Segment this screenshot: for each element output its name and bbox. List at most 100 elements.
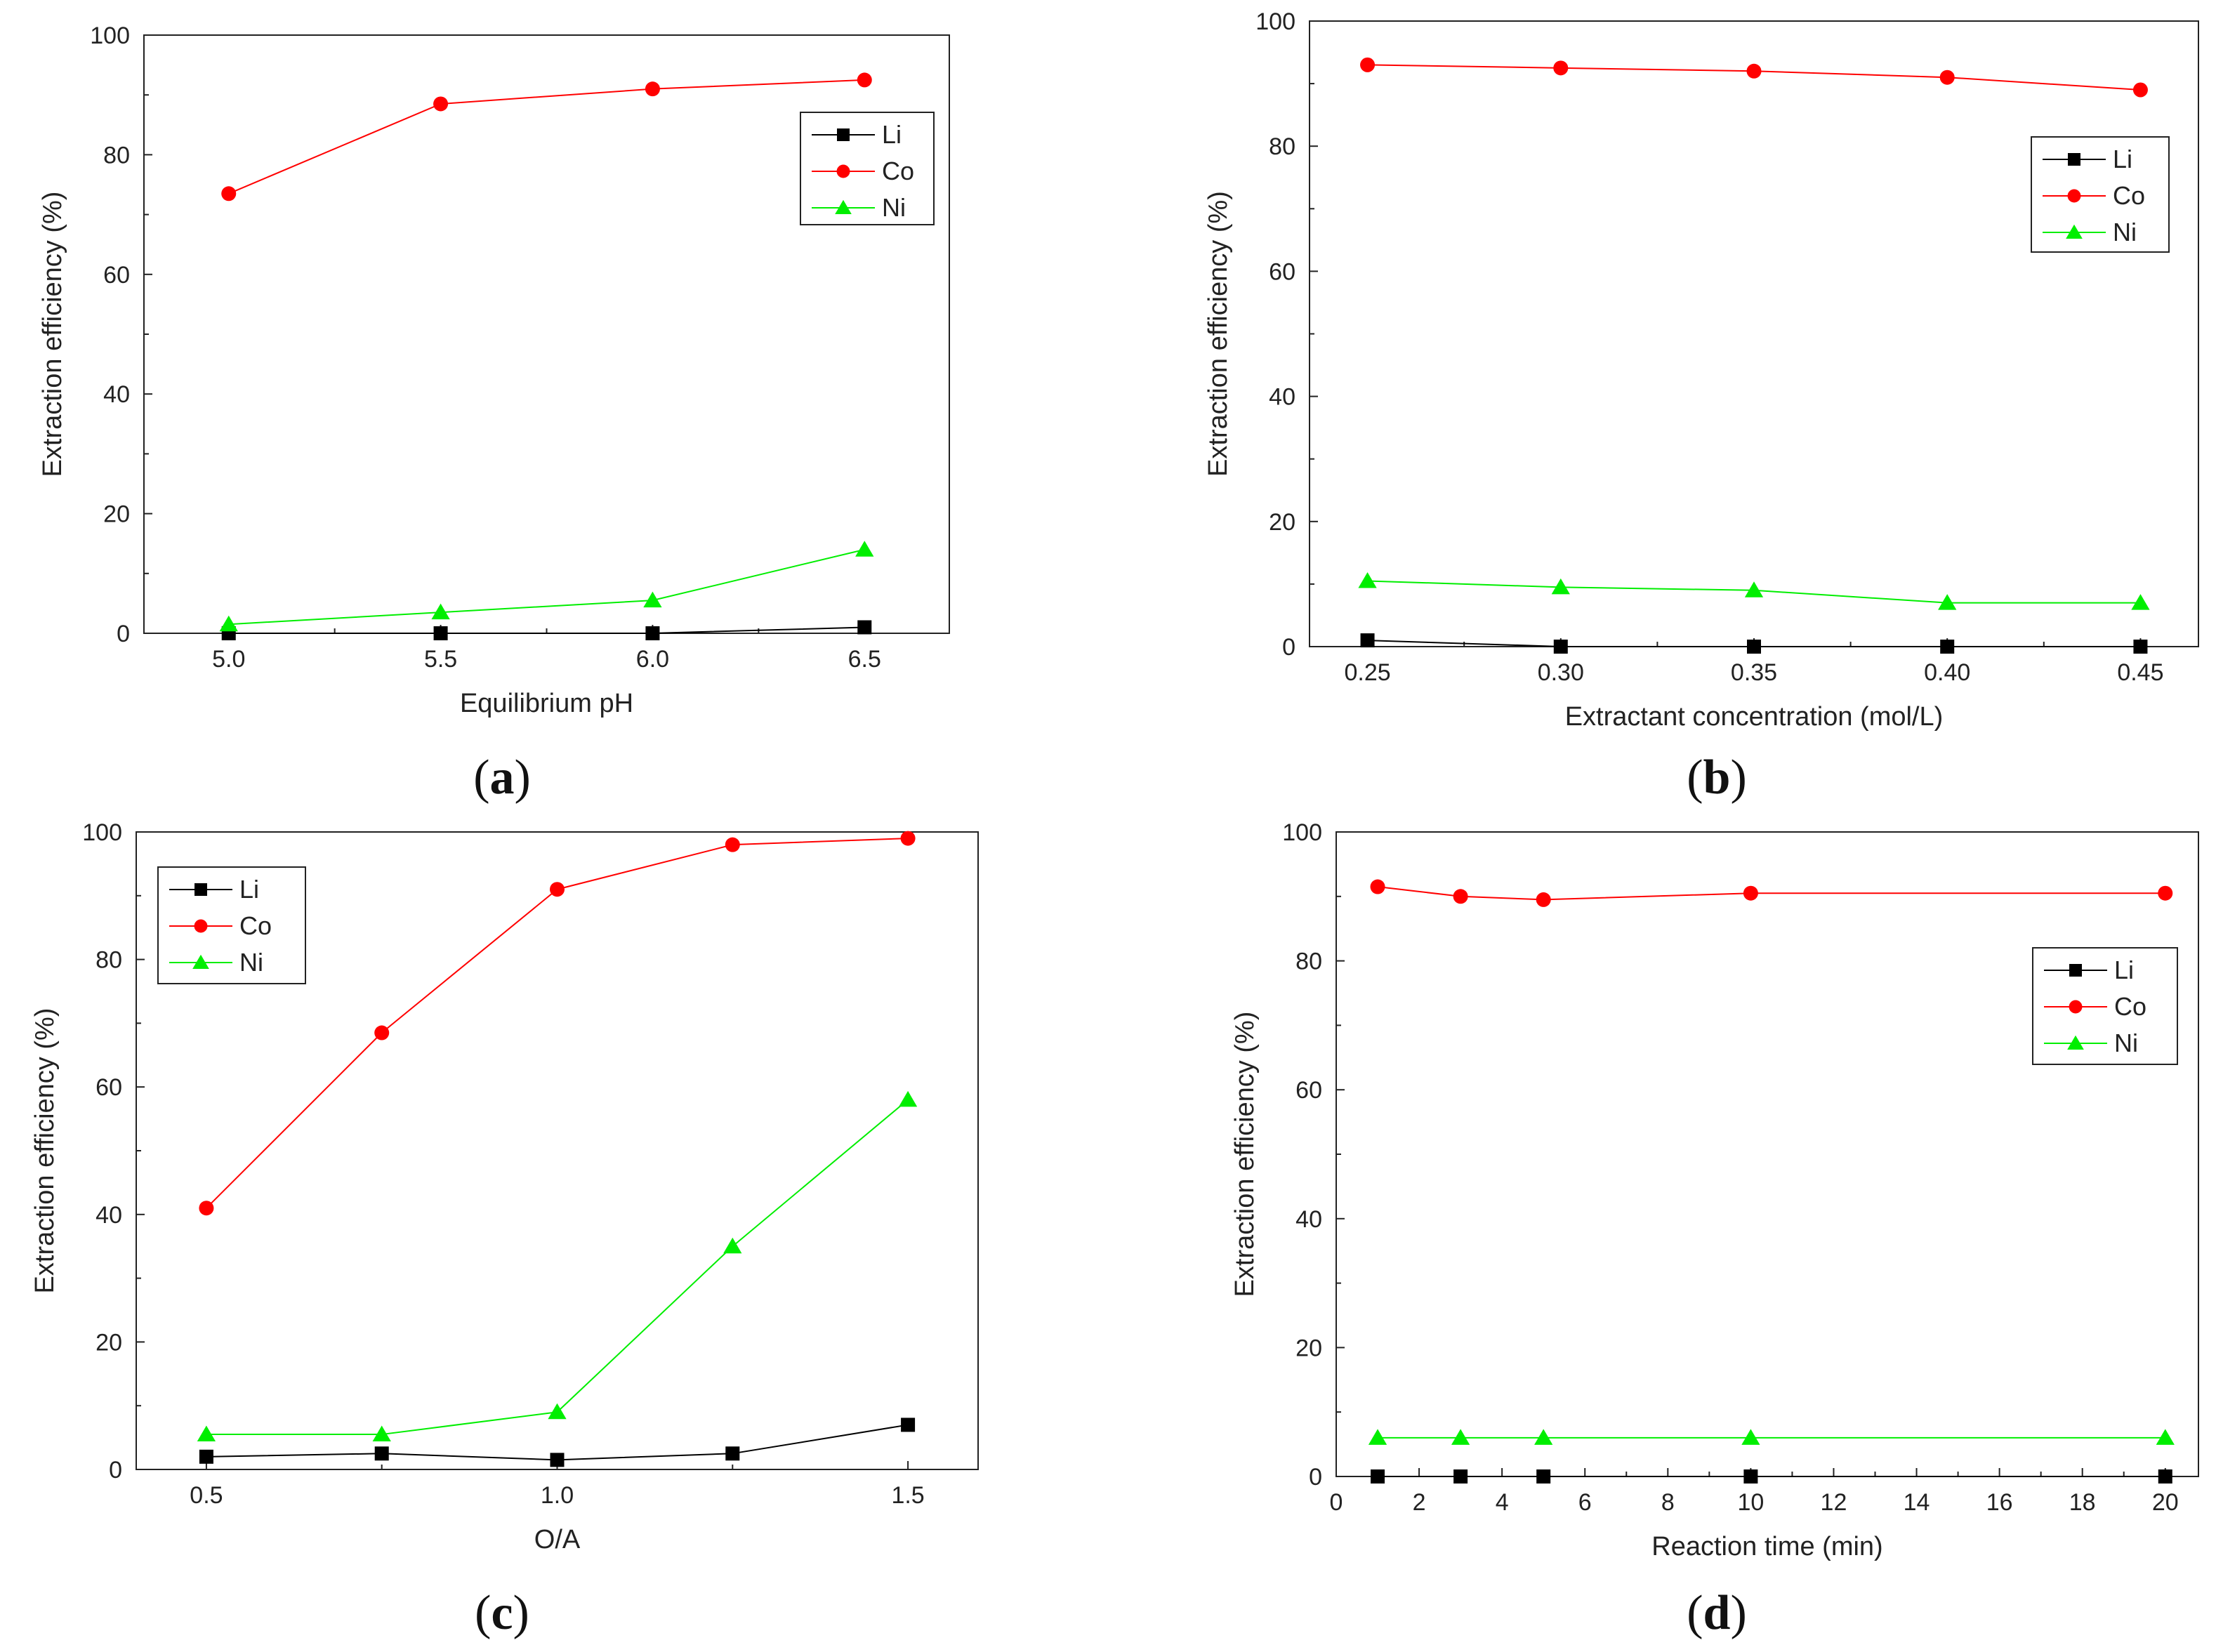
data-point-li: [857, 620, 872, 635]
data-point-co: [1746, 63, 1762, 79]
y-tick-label: 40: [95, 1202, 122, 1229]
y-tick-label: 100: [82, 819, 122, 846]
x-tick-label: 0.40: [1924, 659, 1970, 686]
legend-marker-co: [194, 919, 208, 933]
data-point-li: [1940, 640, 1955, 654]
data-point-co: [1360, 57, 1376, 72]
legend-marker-ni: [192, 954, 209, 969]
x-axis-title: Extractant concentration (mol/L): [1565, 702, 1944, 732]
legend-label: Li: [2113, 145, 2132, 173]
legend-label: Ni: [882, 193, 906, 222]
x-tick-label: 1.0: [541, 1482, 574, 1509]
legend-box: [2031, 136, 2170, 253]
data-point-li: [550, 1453, 565, 1467]
x-tick-label: 10: [1737, 1489, 1764, 1516]
data-point-ni: [1744, 581, 1764, 597]
legend-box: [800, 112, 935, 225]
series-line-co: [1377, 886, 2165, 901]
data-point-li: [199, 1449, 213, 1464]
x-tick-label: 8: [1661, 1489, 1675, 1516]
y-tick-label: 0: [117, 621, 130, 647]
data-point-ni: [431, 603, 450, 620]
panel-caption: (c): [475, 1586, 529, 1640]
data-point-ni: [723, 1237, 742, 1254]
legend-marker-ni: [2066, 224, 2083, 239]
x-tick-label: 5.5: [424, 646, 457, 673]
chart-panel: 0 20 40 60 80 100 0.25 0.30 0.35 0.40 0.45 Extracta…: [1203, 8, 2199, 805]
data-point-ni: [1741, 1429, 1760, 1445]
data-point-co: [374, 1025, 390, 1040]
data-point-co: [1453, 889, 1468, 904]
data-point-co: [2158, 885, 2173, 901]
legend-marker-ni: [835, 199, 852, 214]
chart-panel: 0 20 40 60 80 100 0.5 1.0 1.5 O/A Extraction effic…: [30, 819, 979, 1640]
legend-marker-li: [837, 128, 850, 141]
data-point-ni: [898, 1090, 918, 1107]
x-tick-label: 6: [1578, 1489, 1592, 1516]
data-point-li: [374, 1446, 389, 1461]
data-point-li: [2158, 1469, 2172, 1484]
data-point-ni: [219, 615, 238, 632]
data-point-ni: [855, 541, 874, 557]
data-point-li: [1553, 640, 1568, 654]
legend-label: Co: [2114, 992, 2146, 1021]
data-point-co: [1370, 879, 1385, 894]
legend-label: Ni: [2114, 1029, 2138, 1057]
plot-frame: [1335, 831, 2199, 1477]
x-axis-title: Reaction time (min): [1651, 1532, 1882, 1561]
data-point-ni: [1358, 571, 1377, 588]
x-tick-label: 5.0: [212, 646, 245, 673]
panel-caption: (d): [1687, 1586, 1747, 1640]
legend-marker-co: [836, 164, 850, 178]
data-point-li: [2133, 640, 2148, 654]
legend-marker-co: [2067, 189, 2081, 203]
y-axis-title: Extraction efficiency (%): [38, 192, 67, 477]
data-point-ni: [643, 591, 662, 608]
x-tick-label: 12: [1821, 1489, 1847, 1516]
data-point-co: [2132, 82, 2148, 98]
x-tick-label: 0.35: [1731, 659, 1777, 686]
x-tick-label: 0.45: [2117, 659, 2163, 686]
y-tick-label: 80: [95, 947, 122, 974]
legend-label: Co: [2113, 181, 2145, 210]
legend-label: Co: [882, 157, 914, 185]
data-point-ni: [2156, 1429, 2175, 1445]
y-tick-label: 100: [1282, 819, 1322, 846]
series-line-co: [228, 79, 865, 194]
legend-marker-li: [2068, 153, 2080, 166]
y-tick-label: 40: [1269, 384, 1295, 411]
data-point-li: [1371, 1469, 1385, 1484]
series-line-li: [228, 626, 865, 634]
x-tick-label: 20: [2152, 1489, 2179, 1516]
data-point-co: [221, 186, 237, 201]
y-tick-label: 40: [103, 381, 130, 408]
data-point-co: [1553, 60, 1569, 76]
x-tick-label: 6.5: [848, 646, 881, 673]
data-point-co: [1743, 885, 1758, 901]
chart-panel: 0 20 40 60 80 100 5.0 5.5 6.0 6.5 Equilibrium pH Ex…: [38, 22, 950, 805]
x-tick-label: 18: [2069, 1489, 2096, 1516]
legend-label: Co: [239, 911, 272, 940]
x-axis-title: Equilibrium pH: [460, 689, 633, 718]
y-tick-label: 80: [1295, 949, 1322, 975]
panel-caption: (a): [473, 751, 531, 805]
series-line-ni: [206, 1099, 909, 1436]
data-point-co: [550, 882, 565, 897]
y-tick-label: 100: [1255, 8, 1295, 35]
x-tick-label: 2: [1413, 1489, 1426, 1516]
y-tick-label: 20: [103, 501, 130, 528]
data-point-li: [645, 626, 660, 640]
x-tick-label: 0: [1330, 1489, 1343, 1516]
legend-label: Ni: [2113, 218, 2137, 246]
data-point-li: [1453, 1469, 1468, 1484]
data-point-li: [1747, 640, 1761, 654]
x-tick-label: 1.5: [891, 1482, 924, 1509]
data-point-ni: [372, 1425, 391, 1442]
y-axis-title: Extraction efficiency (%): [1203, 191, 1233, 477]
y-tick-label: 60: [1269, 258, 1295, 285]
y-tick-label: 60: [103, 262, 130, 289]
legend-label: Ni: [239, 948, 263, 977]
y-tick-label: 0: [1282, 634, 1295, 661]
data-point-ni: [1938, 594, 1957, 610]
